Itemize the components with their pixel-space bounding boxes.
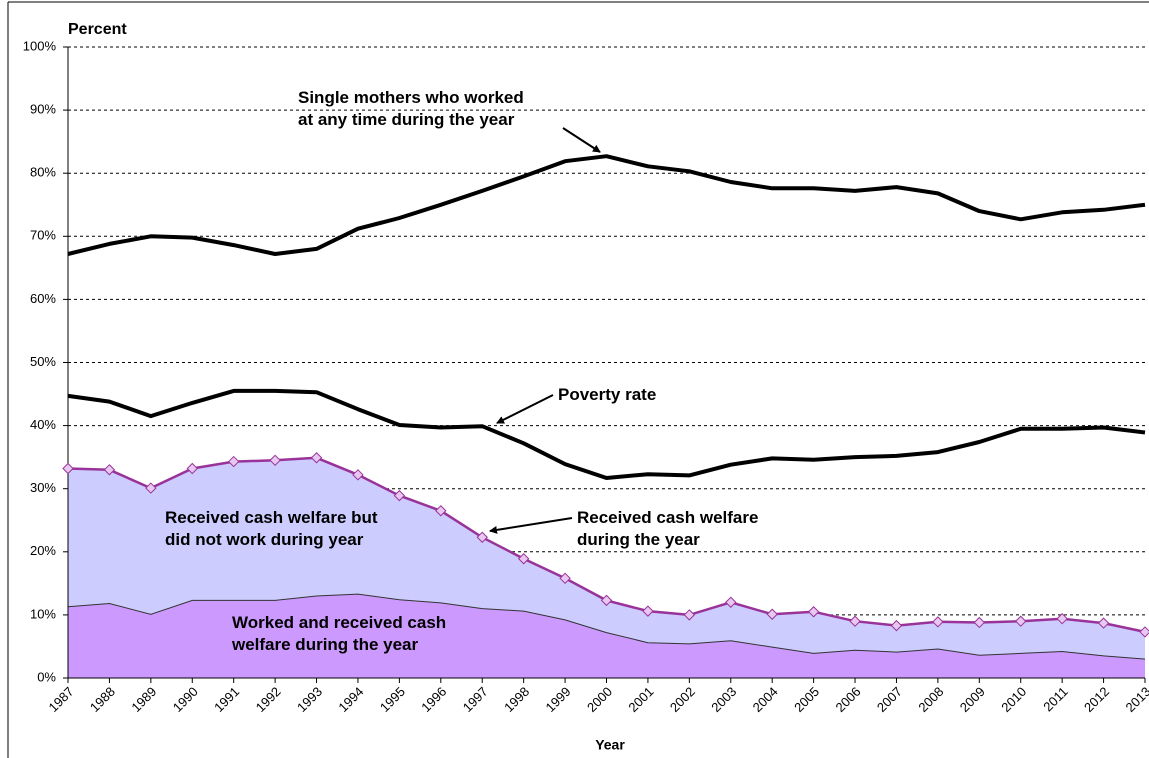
marker <box>393 489 406 502</box>
marker <box>227 455 240 468</box>
x-tick-label: 1998 <box>501 684 532 715</box>
x-tick-label: 1990 <box>170 684 201 715</box>
x-tick-label: 2000 <box>584 684 615 715</box>
x-tick-label: 2011 <box>1040 684 1070 714</box>
x-tick-label: 2006 <box>833 684 864 715</box>
y-tick-label: 60% <box>30 291 56 306</box>
x-tick-label: 1987 <box>45 684 76 715</box>
x-tick-label: 1994 <box>335 684 366 715</box>
marker <box>890 619 903 632</box>
y-tick-label: 10% <box>30 606 56 621</box>
x-tick-label: 2012 <box>1081 684 1112 715</box>
marker <box>849 615 861 627</box>
x-tick-label: 1991 <box>211 684 242 715</box>
marker <box>807 606 820 618</box>
series-label: Worked and received cash welfare during … <box>232 613 447 654</box>
x-tick-label: 2001 <box>625 684 656 715</box>
marker <box>559 572 571 585</box>
marker <box>1139 626 1149 638</box>
line <box>67 388 1146 480</box>
marker <box>186 462 198 475</box>
marker <box>103 464 116 476</box>
x-tick-label: 1995 <box>377 684 408 715</box>
x-tick-label: 1988 <box>87 684 118 715</box>
y-tick-label: 70% <box>30 228 56 243</box>
x-tick-label: 2007 <box>874 684 905 715</box>
marker <box>517 553 530 565</box>
marker <box>310 452 323 464</box>
x-tick-label: 1996 <box>418 684 449 715</box>
x-tick-label: 2005 <box>791 684 822 715</box>
marker <box>766 608 778 620</box>
marker <box>973 616 986 629</box>
line <box>67 154 1146 256</box>
series-label: Received cash welfare during the year <box>577 508 759 549</box>
area <box>68 594 1145 678</box>
marker <box>683 609 696 621</box>
y-axis-label: Percent <box>68 21 127 38</box>
area-edge <box>67 593 1146 660</box>
marker <box>352 469 364 481</box>
x-tick-label: 2004 <box>750 684 781 715</box>
series-label: Single mothers who worked at any time du… <box>298 88 524 129</box>
x-tick-label: 1993 <box>294 684 325 715</box>
x-tick-label: 2010 <box>998 684 1029 715</box>
y-tick-label: 40% <box>30 417 56 432</box>
marker <box>932 616 944 628</box>
y-tick-label: 90% <box>30 102 56 117</box>
x-tick-label: 2009 <box>957 684 988 715</box>
marker <box>269 454 281 467</box>
area-between <box>68 457 1145 660</box>
x-tick-label: 1999 <box>543 684 574 715</box>
marker <box>145 482 157 494</box>
y-tick-label: 20% <box>30 543 56 558</box>
marker <box>725 596 737 608</box>
x-tick-label: 2008 <box>915 684 946 715</box>
annotation-arrow <box>496 394 554 424</box>
x-tick-label: 1992 <box>253 684 284 715</box>
marker <box>1015 615 1027 627</box>
y-tick-label: 100% <box>23 38 57 53</box>
y-tick-label: 80% <box>30 165 56 180</box>
marker <box>62 462 74 475</box>
series-label: Poverty rate <box>558 385 657 404</box>
y-tick-label: 30% <box>30 480 56 495</box>
x-tick-label: 2003 <box>708 684 739 715</box>
marker <box>435 505 447 517</box>
annotation-arrow <box>489 517 573 534</box>
marker <box>600 594 613 607</box>
marker <box>642 605 654 617</box>
x-axis-label: Year <box>595 737 625 753</box>
x-tick-label: 1989 <box>128 684 159 715</box>
area-label: Received cash welfare but did not work d… <box>165 508 378 549</box>
annotation-arrow <box>562 127 601 153</box>
y-tick-label: 0% <box>37 669 56 684</box>
marker <box>1097 617 1110 629</box>
y-tick-label: 50% <box>30 354 56 369</box>
x-tick-label: 1997 <box>460 684 491 715</box>
marker <box>1056 612 1068 625</box>
marker <box>476 531 488 543</box>
x-tick-label: 2013 <box>1122 684 1149 715</box>
x-tick-label: 2002 <box>667 684 698 715</box>
